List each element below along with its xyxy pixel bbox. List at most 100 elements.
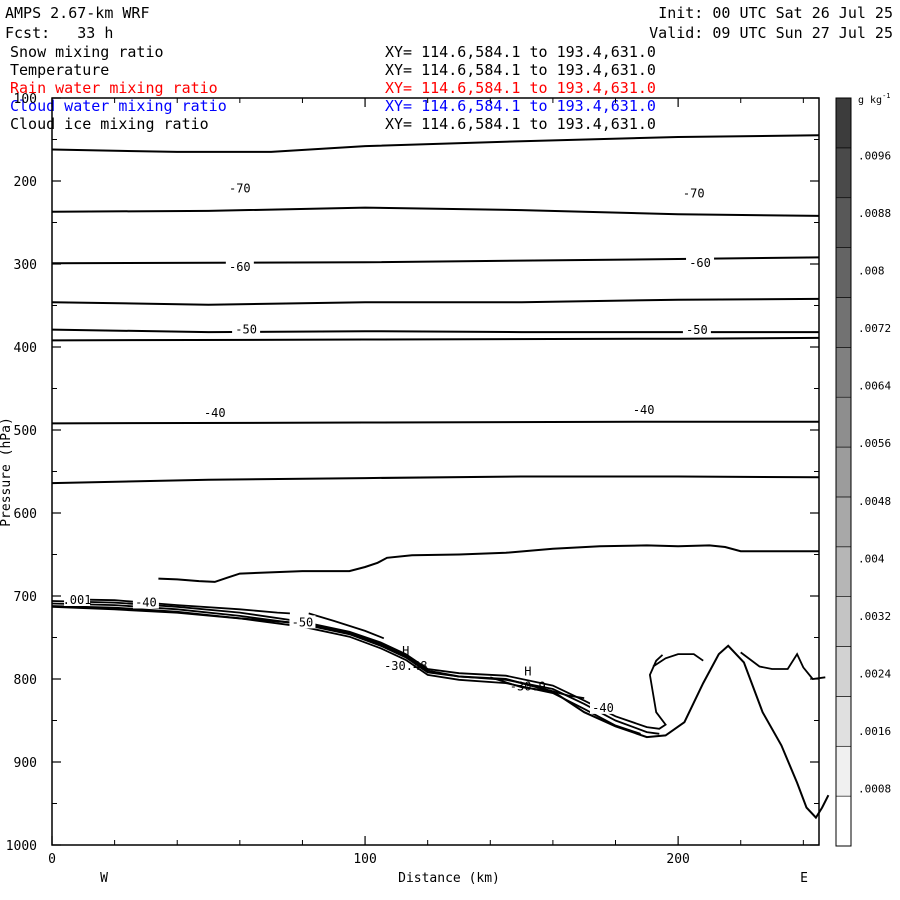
isotherm-label: -50: [235, 322, 257, 336]
high-value: -30.9: [510, 680, 546, 694]
isotherm-label: -60: [229, 260, 251, 274]
colorbar-frame: [835, 97, 852, 847]
x-axis-label: Distance (km): [398, 871, 500, 886]
y-tick-label: 300: [14, 258, 37, 273]
contour-label-bg: [132, 595, 159, 609]
snow-contour-line: [652, 653, 704, 668]
init-time: Init: 00 UTC Sat 26 Jul 25: [658, 4, 893, 22]
colorbar-tick-label: .0016: [858, 725, 891, 738]
colorbar-tick-label: .0072: [858, 322, 891, 335]
snow-contour-line: [740, 651, 826, 680]
colorbar-tick-label: .0048: [858, 495, 891, 508]
field-xy-range: XY= 114.6,584.1 to 193.4,631.0: [385, 79, 656, 97]
colorbar-segment: [835, 297, 852, 348]
field-name: Rain water mixing ratio: [10, 79, 218, 97]
contour-label: .001: [63, 593, 92, 607]
y-axis-label: Pressure (hPa): [0, 417, 14, 527]
colorbar-segment: [835, 97, 852, 149]
isotherm-line: [51, 206, 820, 217]
field-name: Cloud ice mixing ratio: [10, 115, 209, 133]
x-tick-label: 0: [48, 852, 56, 867]
field-xy-range: XY= 114.6,584.1 to 193.4,631.0: [385, 115, 656, 133]
isotherm-line: [51, 420, 819, 425]
x-tick-label: 100: [353, 852, 376, 867]
isotherm-label: -40: [204, 406, 226, 420]
field-name: Snow mixing ratio: [10, 43, 164, 61]
isotherm-label: -60: [689, 256, 711, 270]
colorbar-unit: g kg-1: [858, 92, 891, 106]
field-name: Cloud water mixing ratio: [10, 97, 227, 115]
colorbar-tick-label: .0088: [858, 207, 891, 220]
x-axis-west-label: W: [100, 871, 108, 886]
y-tick-label: 400: [14, 341, 37, 356]
colorbar-segment: [835, 446, 852, 498]
y-tick-label: 900: [14, 756, 37, 771]
contour-label-bg: [589, 700, 616, 714]
colorbar-segment: [835, 396, 852, 448]
colorbar-segment: [835, 197, 852, 248]
colorbar-tick-label: .0032: [858, 610, 891, 623]
colorbar-segment: [835, 696, 852, 747]
y-tick-label: 100: [14, 92, 37, 107]
contour-label-bg: [64, 592, 91, 606]
y-tick-label: 600: [14, 507, 37, 522]
snow-contour-line: [51, 600, 667, 730]
y-tick-label: 700: [14, 590, 37, 605]
isotherm-label-bg: [225, 259, 254, 274]
colorbar-segment: [835, 745, 852, 797]
colorbar-segment: [835, 347, 852, 398]
terrain-line: [51, 605, 830, 820]
contour-label: -40: [592, 701, 614, 715]
high-marker: H: [524, 665, 531, 679]
field-xy-range: XY= 114.6,584.1 to 193.4,631.0: [385, 97, 656, 115]
colorbar-tick-label: .0024: [858, 667, 891, 680]
isotherm-label: -70: [683, 186, 705, 200]
isotherm-label-bg: [232, 321, 261, 336]
colorbar-segment: [835, 147, 852, 199]
x-axis-east-label: E: [800, 871, 808, 886]
snow-contour-line: [490, 676, 585, 699]
snow-contours: [51, 598, 830, 820]
field-name: Temperature: [10, 61, 109, 79]
y-tick-label: 500: [14, 424, 37, 439]
high-marker: H: [402, 644, 409, 658]
contour-label-bg: [289, 615, 316, 629]
colorbar-tick-label: .008: [858, 265, 885, 278]
isotherm-label-bg: [686, 255, 715, 269]
axis-ticks: 100 200 300 400 500 600 700 800 900 1000 0 100 200: [6, 92, 819, 867]
isotherm-label-bg: [225, 180, 254, 195]
y-tick-label: 200: [14, 175, 37, 190]
contour-label: -50: [292, 615, 314, 629]
field-xy-range: XY= 114.6,584.1 to 193.4,631.0: [385, 43, 656, 61]
isotherm-label-bg: [200, 405, 229, 420]
snow-contour-line: [51, 602, 660, 735]
valid-time: Valid: 09 UTC Sun 27 Jul 25: [649, 24, 893, 42]
isotherm-line: [51, 134, 820, 153]
colorbar-segment: [835, 546, 852, 597]
model-title: AMPS 2.67-km WRF: [5, 4, 150, 22]
plot-area: 100 200 300 400 500 600 700 800 900 1000 0 100 200 -…: [6, 92, 830, 867]
isotherm-label-bg: [629, 401, 658, 416]
colorbar-tick-label: .0064: [858, 380, 891, 393]
forecast-hour: Fcst: 33 h: [5, 24, 113, 42]
y-tick-label: 1000: [6, 839, 37, 854]
field-xy-range: XY= 114.6,584.1 to 193.4,631.0: [385, 61, 656, 79]
colorbar-segment: [835, 795, 852, 847]
isotherm-line: [51, 256, 820, 265]
colorbar: g kg-1 .0096 .0088 .008 .0072 .0064 .0056 .004…: [835, 92, 891, 847]
isotherm-label: -40: [633, 403, 655, 417]
y-tick-label: 800: [14, 673, 37, 688]
isotherm-label: -70: [229, 181, 251, 195]
colorbar-segment: [835, 646, 852, 697]
contour-label: -40: [135, 595, 157, 609]
snow-contour-line: [67, 598, 290, 615]
isotherm-label-bg: [679, 185, 708, 200]
isotherm-line: [51, 297, 820, 306]
snow-contour-line: [308, 612, 385, 640]
snow-contour-line: [51, 605, 641, 735]
x-tick-label: 200: [666, 852, 689, 867]
lower-isotherm-line: [158, 544, 819, 583]
colorbar-segment: [835, 596, 852, 647]
